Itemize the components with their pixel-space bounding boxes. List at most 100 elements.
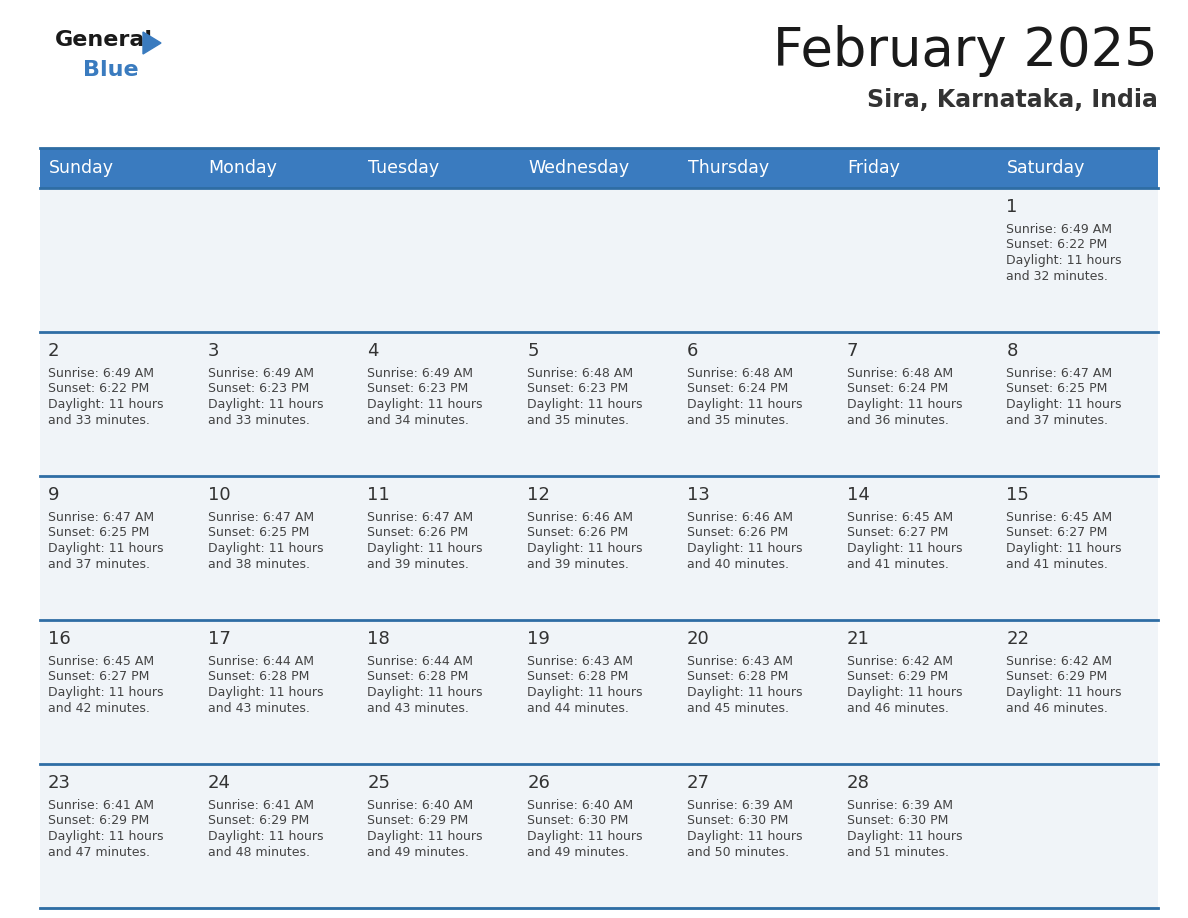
- Text: Sunrise: 6:48 AM: Sunrise: 6:48 AM: [847, 367, 953, 380]
- Bar: [360, 620, 519, 764]
- Text: and 44 minutes.: and 44 minutes.: [527, 701, 628, 714]
- Text: Daylight: 11 hours: Daylight: 11 hours: [367, 542, 484, 555]
- Text: 10: 10: [208, 486, 230, 504]
- Text: Daylight: 11 hours: Daylight: 11 hours: [1006, 542, 1121, 555]
- Bar: [839, 620, 998, 764]
- Text: Blue: Blue: [83, 60, 139, 80]
- Bar: [519, 148, 678, 188]
- Text: Sunset: 6:26 PM: Sunset: 6:26 PM: [367, 527, 469, 540]
- Text: Sunrise: 6:40 AM: Sunrise: 6:40 AM: [367, 799, 474, 812]
- Text: Sunset: 6:29 PM: Sunset: 6:29 PM: [847, 670, 948, 684]
- Text: 23: 23: [48, 774, 71, 792]
- Text: and 33 minutes.: and 33 minutes.: [208, 413, 310, 427]
- Bar: [678, 476, 839, 620]
- Text: Daylight: 11 hours: Daylight: 11 hours: [847, 398, 962, 411]
- Bar: [678, 188, 839, 332]
- Bar: [40, 620, 200, 764]
- Text: 22: 22: [1006, 630, 1029, 648]
- Text: and 40 minutes.: and 40 minutes.: [687, 557, 789, 570]
- Bar: [519, 476, 678, 620]
- Text: Sunrise: 6:45 AM: Sunrise: 6:45 AM: [1006, 511, 1112, 524]
- Bar: [200, 620, 360, 764]
- Text: Sunset: 6:30 PM: Sunset: 6:30 PM: [847, 814, 948, 827]
- Text: and 41 minutes.: and 41 minutes.: [1006, 557, 1108, 570]
- Text: and 43 minutes.: and 43 minutes.: [367, 701, 469, 714]
- Text: Sunrise: 6:41 AM: Sunrise: 6:41 AM: [208, 799, 314, 812]
- Text: Sunrise: 6:49 AM: Sunrise: 6:49 AM: [367, 367, 474, 380]
- Text: 12: 12: [527, 486, 550, 504]
- Text: Daylight: 11 hours: Daylight: 11 hours: [527, 542, 643, 555]
- Text: Sunset: 6:30 PM: Sunset: 6:30 PM: [687, 814, 788, 827]
- Bar: [519, 764, 678, 908]
- Bar: [839, 148, 998, 188]
- Text: 19: 19: [527, 630, 550, 648]
- Text: Sunset: 6:26 PM: Sunset: 6:26 PM: [527, 527, 628, 540]
- Text: Sunset: 6:24 PM: Sunset: 6:24 PM: [687, 383, 788, 396]
- Text: 27: 27: [687, 774, 710, 792]
- Text: Sunset: 6:29 PM: Sunset: 6:29 PM: [208, 814, 309, 827]
- Text: Sunset: 6:23 PM: Sunset: 6:23 PM: [367, 383, 469, 396]
- Text: 3: 3: [208, 342, 220, 360]
- Bar: [678, 764, 839, 908]
- Text: Daylight: 11 hours: Daylight: 11 hours: [208, 398, 323, 411]
- Text: and 51 minutes.: and 51 minutes.: [847, 845, 948, 858]
- Bar: [839, 476, 998, 620]
- Bar: [678, 148, 839, 188]
- Bar: [360, 764, 519, 908]
- Text: 6: 6: [687, 342, 699, 360]
- Text: Sunset: 6:25 PM: Sunset: 6:25 PM: [208, 527, 309, 540]
- Text: and 47 minutes.: and 47 minutes.: [48, 845, 150, 858]
- Bar: [40, 332, 200, 476]
- Bar: [200, 148, 360, 188]
- Text: 21: 21: [847, 630, 870, 648]
- Text: Sunrise: 6:49 AM: Sunrise: 6:49 AM: [48, 367, 154, 380]
- Bar: [678, 620, 839, 764]
- Text: and 48 minutes.: and 48 minutes.: [208, 845, 310, 858]
- Text: Sunset: 6:25 PM: Sunset: 6:25 PM: [1006, 383, 1107, 396]
- Bar: [40, 188, 200, 332]
- Text: Sunrise: 6:43 AM: Sunrise: 6:43 AM: [687, 655, 792, 668]
- Text: Sunset: 6:28 PM: Sunset: 6:28 PM: [367, 670, 469, 684]
- Text: General: General: [55, 30, 153, 50]
- Text: Sunrise: 6:44 AM: Sunrise: 6:44 AM: [208, 655, 314, 668]
- Text: and 42 minutes.: and 42 minutes.: [48, 701, 150, 714]
- Text: and 37 minutes.: and 37 minutes.: [48, 557, 150, 570]
- Text: 1: 1: [1006, 198, 1018, 216]
- Bar: [360, 188, 519, 332]
- Text: Sira, Karnataka, India: Sira, Karnataka, India: [867, 88, 1158, 112]
- Bar: [678, 332, 839, 476]
- Text: and 39 minutes.: and 39 minutes.: [527, 557, 628, 570]
- Bar: [998, 620, 1158, 764]
- Text: Daylight: 11 hours: Daylight: 11 hours: [847, 542, 962, 555]
- Text: Sunset: 6:30 PM: Sunset: 6:30 PM: [527, 814, 628, 827]
- Bar: [200, 332, 360, 476]
- Text: and 37 minutes.: and 37 minutes.: [1006, 413, 1108, 427]
- Text: Wednesday: Wednesday: [529, 159, 630, 177]
- Text: and 50 minutes.: and 50 minutes.: [687, 845, 789, 858]
- Text: Sunrise: 6:44 AM: Sunrise: 6:44 AM: [367, 655, 474, 668]
- Text: Daylight: 11 hours: Daylight: 11 hours: [687, 398, 802, 411]
- Text: 11: 11: [367, 486, 390, 504]
- Text: Sunset: 6:28 PM: Sunset: 6:28 PM: [208, 670, 309, 684]
- Text: 17: 17: [208, 630, 230, 648]
- Text: Sunrise: 6:48 AM: Sunrise: 6:48 AM: [687, 367, 792, 380]
- Text: Daylight: 11 hours: Daylight: 11 hours: [208, 542, 323, 555]
- Text: Daylight: 11 hours: Daylight: 11 hours: [48, 830, 164, 843]
- Text: and 38 minutes.: and 38 minutes.: [208, 557, 310, 570]
- Text: Sunset: 6:28 PM: Sunset: 6:28 PM: [687, 670, 788, 684]
- Text: and 49 minutes.: and 49 minutes.: [527, 845, 628, 858]
- Text: Daylight: 11 hours: Daylight: 11 hours: [527, 830, 643, 843]
- Text: Daylight: 11 hours: Daylight: 11 hours: [208, 830, 323, 843]
- Text: and 34 minutes.: and 34 minutes.: [367, 413, 469, 427]
- Text: Sunset: 6:29 PM: Sunset: 6:29 PM: [48, 814, 150, 827]
- Text: Sunrise: 6:47 AM: Sunrise: 6:47 AM: [208, 511, 314, 524]
- Text: Sunrise: 6:46 AM: Sunrise: 6:46 AM: [687, 511, 792, 524]
- Bar: [839, 764, 998, 908]
- Text: 2: 2: [48, 342, 59, 360]
- Text: Daylight: 11 hours: Daylight: 11 hours: [1006, 398, 1121, 411]
- Text: and 33 minutes.: and 33 minutes.: [48, 413, 150, 427]
- Text: Daylight: 11 hours: Daylight: 11 hours: [48, 398, 164, 411]
- Text: 16: 16: [48, 630, 71, 648]
- Text: Daylight: 11 hours: Daylight: 11 hours: [48, 542, 164, 555]
- Text: Sunday: Sunday: [49, 159, 114, 177]
